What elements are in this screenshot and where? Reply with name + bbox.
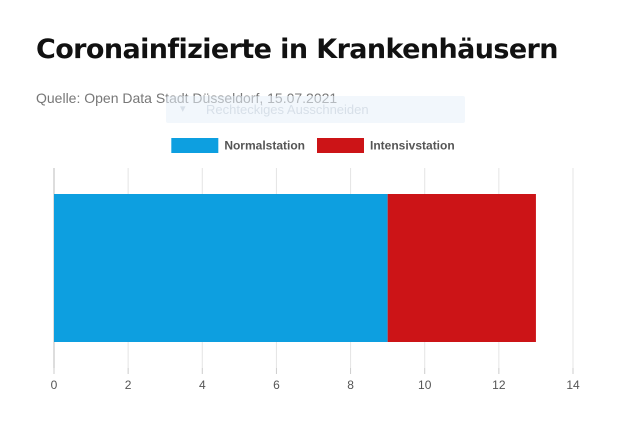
x-tick-label: 14 — [566, 378, 580, 392]
x-tick-label: 4 — [199, 378, 206, 392]
bar-intensivstation — [387, 194, 536, 342]
legend-label-intensivstation: Intensivstation — [370, 139, 455, 153]
chart-title: Coronainfizierte in Krankenhäusern — [36, 34, 558, 65]
legend-swatch-intensivstation — [317, 138, 364, 153]
snipping-overlay-hint: ▾ Rechteckiges Ausschneiden — [166, 96, 465, 123]
bar-normalstation — [54, 194, 388, 342]
x-tick-label: 10 — [418, 378, 432, 392]
snipping-overlay-label: Rechteckiges Ausschneiden — [206, 102, 369, 117]
x-tick-label: 12 — [492, 378, 506, 392]
x-tick-label: 8 — [347, 378, 354, 392]
x-tick-label: 0 — [51, 378, 58, 392]
x-tick-label: 6 — [273, 378, 280, 392]
chevron-down-icon: ▾ — [180, 103, 186, 115]
x-tick-label: 2 — [125, 378, 132, 392]
legend-label-normalstation: Normalstation — [224, 139, 305, 153]
legend-swatch-normalstation — [171, 138, 219, 153]
